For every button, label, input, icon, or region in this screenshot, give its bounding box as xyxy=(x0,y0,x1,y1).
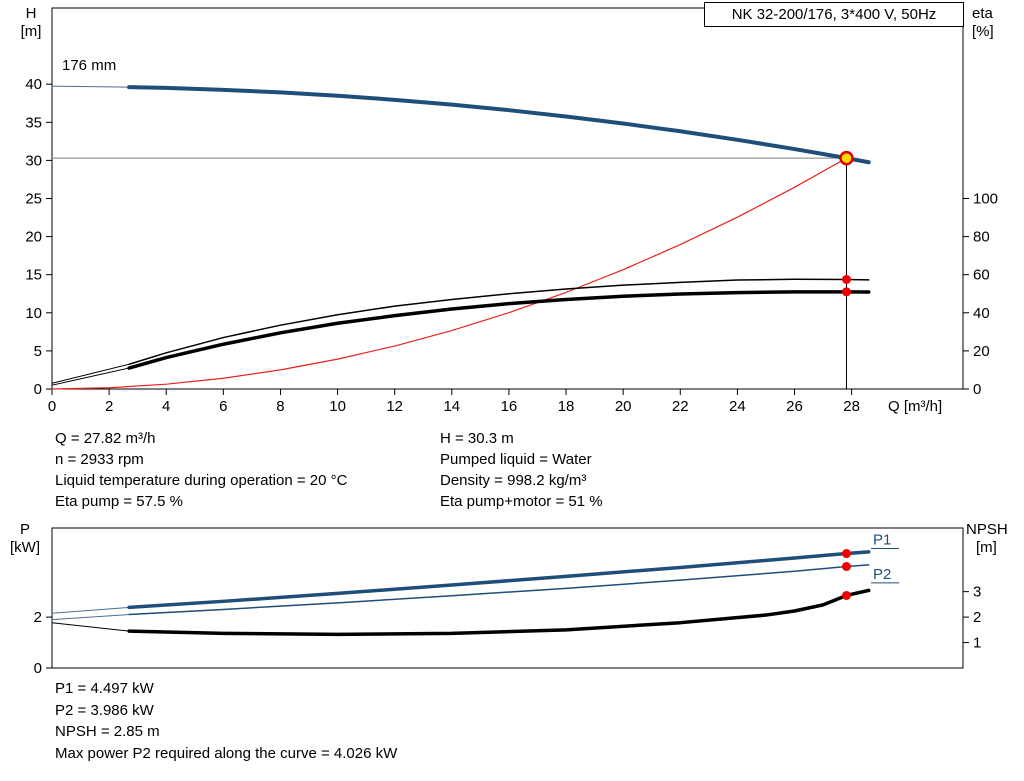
p-axis-title: P [kW] xyxy=(4,521,46,557)
eta-pump-motor-curve xyxy=(127,290,871,370)
duty-point-marker xyxy=(839,150,854,166)
npsh-axis-unit: [m] xyxy=(976,539,997,556)
x-tick-label: 16 xyxy=(501,398,518,415)
curve-end-marker xyxy=(841,549,851,559)
npsh-curve xyxy=(127,588,871,637)
x-tick-label: 14 xyxy=(443,398,460,415)
x-tick-label: 12 xyxy=(386,398,403,415)
info-line-max-power: Max power P2 required along the curve = … xyxy=(55,744,398,762)
x-tick-label: 20 xyxy=(615,398,632,415)
y-left-tick-label: 2 xyxy=(34,609,42,626)
h-curve-leadin xyxy=(51,85,130,88)
power-data-column: P1 = 4.497 kW P2 = 3.986 kW NPSH = 2.85 … xyxy=(55,678,397,764)
y-right-tick-label: 80 xyxy=(973,229,990,246)
x-tick-label: 22 xyxy=(672,398,689,415)
eta-pump-motor-leadin xyxy=(51,367,130,386)
info-line-p1: P1 = 4.497 kW xyxy=(55,680,154,697)
y-left-tick-label: 25 xyxy=(25,191,42,208)
p-axis-unit: [kW] xyxy=(10,539,40,556)
y-left-tick-label: 20 xyxy=(25,229,42,246)
x-tick-label: 28 xyxy=(843,398,860,415)
curve-label-p2: P2 xyxy=(873,566,891,583)
y-left-tick-label: 40 xyxy=(25,76,42,93)
eta-axis-title: eta [%] xyxy=(972,5,994,41)
y-right-tick-label: 0 xyxy=(973,381,981,398)
y-left-tick-label: 5 xyxy=(34,343,42,360)
eta-axis-unit: [%] xyxy=(972,23,994,40)
pump-title-box: NK 32-200/176, 3*400 V, 50Hz xyxy=(704,2,964,27)
x-tick-label: 0 xyxy=(48,398,56,415)
curve-end-marker xyxy=(841,274,851,284)
p2-curve xyxy=(128,564,870,616)
plot-border xyxy=(51,527,964,669)
info-line-q: Q = 27.82 m³/h xyxy=(55,430,156,447)
curve-label-p1: P1 xyxy=(873,532,891,549)
operating-data-right-column: H = 30.3 m Pumped liquid = Water Density… xyxy=(440,428,603,512)
y-left-tick-label: 10 xyxy=(25,305,42,322)
q-axis-title: Q [m³/h] xyxy=(888,398,943,415)
y-right-tick-label: 100 xyxy=(973,191,998,208)
p2-leadin xyxy=(51,614,130,621)
y-right-tick-label: 40 xyxy=(973,305,990,322)
info-line-p2: P2 = 3.986 kW xyxy=(55,701,154,719)
impeller-diameter-label: 176 mm xyxy=(62,57,117,74)
eta-pump-curve xyxy=(128,278,870,365)
p-axis-name: P xyxy=(19,521,30,538)
x-tick-label: 18 xyxy=(558,398,575,415)
x-tick-label: 26 xyxy=(786,398,803,415)
y-right-tick-label: 1 xyxy=(973,635,981,652)
p1-curve xyxy=(127,550,871,610)
info-line-density: Density = 998.2 kg/m³ xyxy=(440,472,587,489)
x-tick-label: 6 xyxy=(219,398,227,415)
system-curve xyxy=(51,157,848,390)
x-tick-label: 10 xyxy=(329,398,346,415)
info-line-eta-pump-motor: Eta pump+motor = 51 % xyxy=(440,493,603,510)
x-tick-label: 2 xyxy=(105,398,113,415)
y-right-tick-label: 3 xyxy=(973,584,981,601)
y-right-tick-label: 20 xyxy=(973,343,990,360)
info-line-h: H = 30.3 m xyxy=(440,430,514,447)
h-axis-title: H [m] xyxy=(10,5,52,41)
y-left-tick-label: 0 xyxy=(34,660,42,677)
npsh-axis-title: NPSH [m] xyxy=(966,521,1008,557)
y-left-tick-label: 35 xyxy=(25,114,42,131)
info-line-npsh: NPSH = 2.85 m xyxy=(55,723,160,740)
x-tick-label: 4 xyxy=(162,398,170,415)
eta-axis-name: eta xyxy=(972,5,993,22)
x-tick-label: 8 xyxy=(276,398,284,415)
npsh-axis-name: NPSH xyxy=(966,521,1008,538)
y-right-tick-label: 60 xyxy=(973,267,990,284)
operating-data-left-column: Q = 27.82 m³/h n = 2933 rpm Liquid tempe… xyxy=(55,428,347,512)
eta-pump-leadin xyxy=(51,363,130,384)
h-axis-unit: [m] xyxy=(20,23,42,40)
y-left-tick-label: 30 xyxy=(25,152,42,169)
power-chart: 0 2 1 2 3 P1 P2 xyxy=(34,527,981,677)
curve-end-marker xyxy=(841,562,851,572)
curve-end-marker xyxy=(841,590,851,600)
y-left-tick-label: 0 xyxy=(34,381,42,398)
curve-end-marker xyxy=(841,287,851,297)
plot-border xyxy=(51,7,964,390)
y-left-tick-label: 15 xyxy=(25,267,42,284)
x-tick-label: 24 xyxy=(729,398,746,415)
info-line-n: n = 2933 rpm xyxy=(55,451,144,468)
h-curve xyxy=(127,85,871,165)
info-line-pumped-liquid: Pumped liquid = Water xyxy=(440,451,592,468)
p1-leadin xyxy=(51,606,130,614)
npsh-leadin xyxy=(51,622,130,632)
info-line-eta-pump: Eta pump = 57.5 % xyxy=(55,493,183,510)
h-axis-name: H xyxy=(25,5,37,22)
info-line-liquid-temp: Liquid temperature during operation = 20… xyxy=(55,472,348,489)
y-right-tick-label: 2 xyxy=(973,609,981,626)
